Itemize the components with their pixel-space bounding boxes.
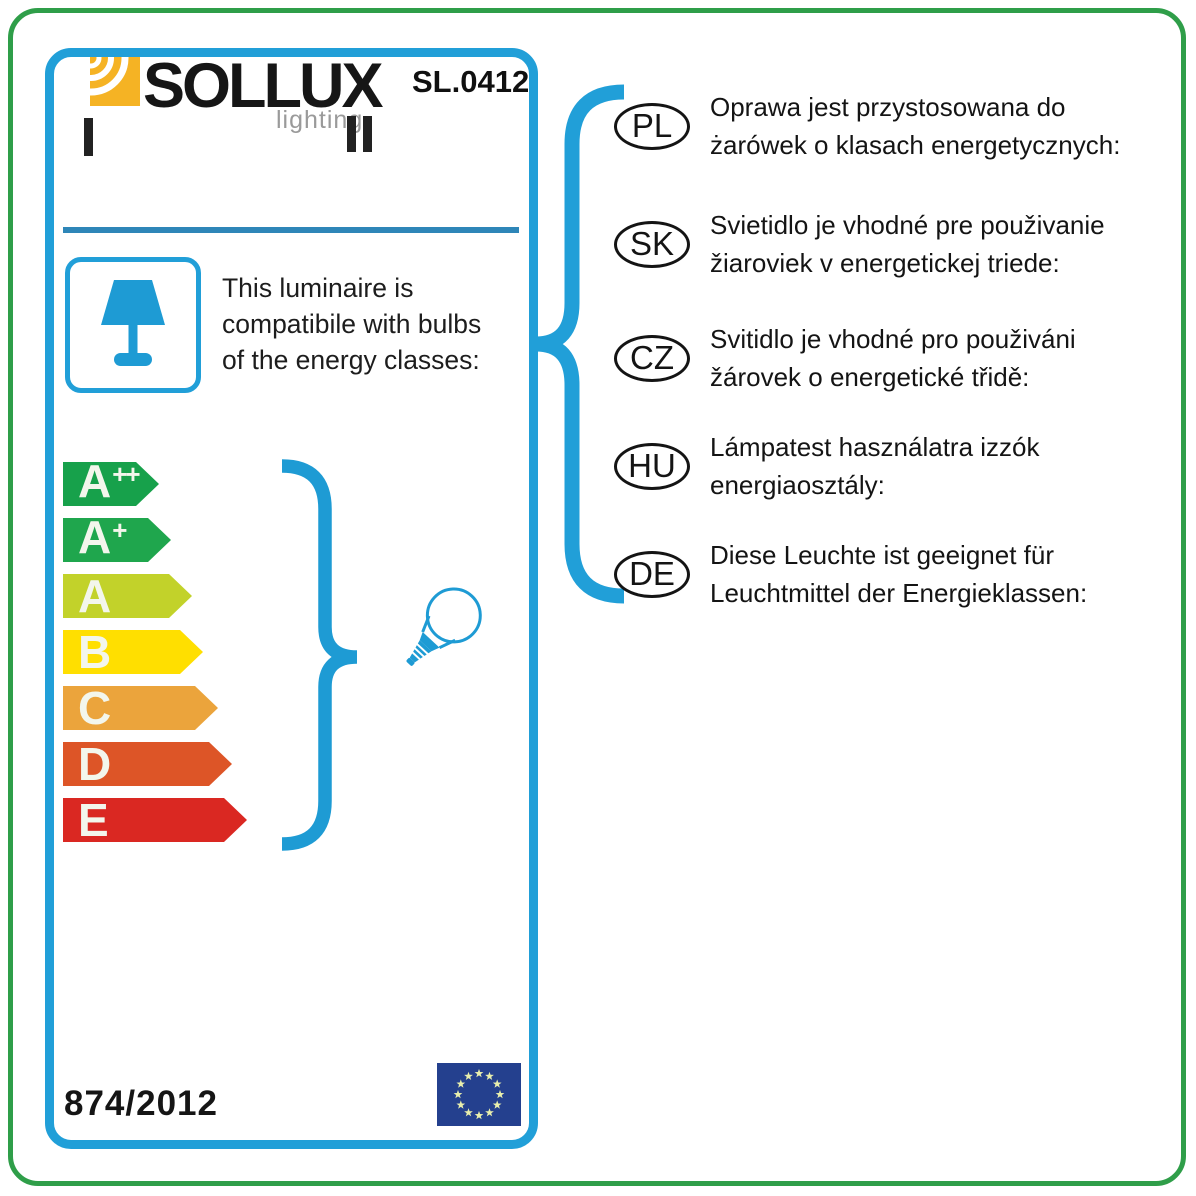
table-lamp-icon [101,280,165,366]
sollux-swirl-icon [90,57,140,106]
regulation-number: 874/2012 [64,1084,218,1123]
scale-brace-icon [281,459,358,851]
language-text-line: žiaroviek v energetickej triede: [710,248,1060,278]
energy-class-letter: C [78,682,112,734]
language-text-line: żarówek o klasach energetycznych: [710,130,1121,160]
luminaire-description: This luminaire is compatibile with bulbs… [222,270,481,378]
eu-flag-icon [437,1063,521,1126]
language-row-cz: CZ Svitidlo je vhodné pro použiváni žárove… [614,316,1076,400]
language-row-de: DE Diese Leuchte ist geeignet für Leuchtmi… [614,532,1087,616]
language-text: Lámpatest használatra izzók energiaosztál… [710,428,1040,504]
energy-class-letter: E [78,794,109,846]
header-divider [63,227,519,233]
outer-green-frame [8,8,1186,1186]
energy-class-arrow: B [63,630,203,674]
product-code: SL.0412 [412,64,530,99]
energy-class-plus: + [112,514,126,545]
language-text: Svitidlo je vhodné pro použiváni žárovek … [710,320,1076,396]
language-text-line: žárovek o energetické třidě: [710,362,1030,392]
energy-class-letter: B [78,626,112,678]
language-text-line: Diese Leuchte ist geeignet für [710,540,1054,570]
language-code-badge: PL [614,102,690,150]
language-text-line: Leuchtmittel der Energieklassen: [710,578,1088,608]
energy-class-letter: D [78,738,112,790]
language-code-badge: CZ [614,334,690,382]
energy-class-scale: A++ A+ A B C D E [63,462,247,854]
registration-mark-left [84,118,93,156]
language-descriptions: PL Oprawa jest przystosowana do żarówek o … [614,0,1180,1196]
energy-class-letter: A [78,570,112,622]
description-line: compatibile with bulbs [222,309,482,339]
language-row-sk: SK Svietidlo je vhodné pre použivanie žiar… [614,202,1105,286]
light-bulb-icon [406,587,482,666]
registration-mark-right [347,116,372,152]
energy-class-arrow: A [63,574,192,618]
energy-class-arrow: A++ [63,462,159,506]
language-text-line: energiaosztály: [710,470,885,500]
energy-class-arrow: E [63,798,247,842]
energy-class-plus: ++ [112,458,139,489]
language-text: Oprawa jest przystosowana do żarówek o kl… [710,88,1120,164]
language-text-line: Svitidlo je vhodné pro použiváni [710,324,1076,354]
description-line: This luminaire is [222,273,414,303]
language-code-badge: HU [614,442,690,490]
energy-class-arrow: D [63,742,232,786]
language-text: Svietidlo je vhodné pre použivanie žiarov… [710,206,1105,282]
language-text-line: Svietidlo je vhodné pre použivanie [710,210,1105,240]
lamp-pictogram-box [65,257,201,393]
language-text-line: Oprawa jest przystosowana do [710,92,1066,122]
energy-class-arrow: A+ [63,518,171,562]
language-text-line: Lámpatest használatra izzók [710,432,1040,462]
language-code-badge: DE [614,550,690,598]
languages-brace-icon [535,84,625,604]
language-row-hu: HU Lámpatest használatra izzók energiaoszt… [614,424,1040,508]
brand-name: SOLLUX [143,51,384,121]
description-line: of the energy classes: [222,345,480,375]
energy-class-letter: A+ [78,510,126,563]
language-text: Diese Leuchte ist geeignet für Leuchtmitt… [710,536,1087,612]
language-code-badge: SK [614,220,690,268]
energy-class-arrow: C [63,686,218,730]
energy-class-letter: A++ [78,454,139,507]
language-row-pl: PL Oprawa jest przystosowana do żarówek o … [614,84,1120,168]
